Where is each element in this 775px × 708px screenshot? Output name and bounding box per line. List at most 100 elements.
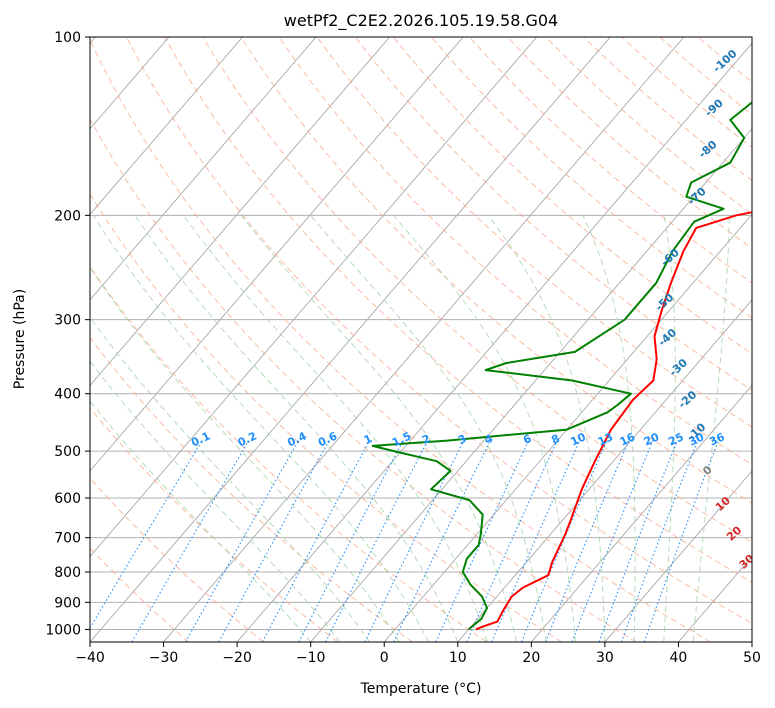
mixing-ratio-label: 8: [549, 432, 561, 447]
x-tick-label: 40: [670, 650, 688, 666]
dry-adiabat-line: [507, 37, 752, 249]
mixing-ratio-label: 1: [362, 432, 374, 447]
dry-adiabat-label: 40: [756, 580, 775, 600]
isotherm-line: [90, 37, 317, 301]
y-tick-label: 700: [54, 531, 81, 547]
y-tick-label: 900: [54, 595, 81, 611]
x-tick-label: −40: [75, 650, 105, 666]
dry-adiabat-line: [90, 477, 264, 642]
grid-layer: [90, 37, 752, 642]
mixing-ratio-line: [131, 440, 250, 642]
mixing-ratio-line: [298, 440, 404, 642]
mixing-ratio-label: 36: [707, 430, 727, 448]
isotherm-line: [604, 470, 752, 642]
moist-adiabat-label: -80: [696, 138, 720, 161]
mixing-ratio-label: 0.2: [236, 429, 259, 449]
y-tick-label: 200: [54, 208, 81, 224]
isotherm-line: [531, 384, 752, 642]
dry-adiabat-line: [90, 118, 637, 642]
dry-adiabat-line: [90, 547, 190, 642]
moist-adiabat-line: [92, 215, 429, 642]
moist-adiabat-line: [582, 215, 636, 642]
isotherm-line: [90, 37, 611, 642]
dry-adiabat-line: [90, 193, 562, 642]
moist-adiabat-label: -100: [710, 47, 739, 75]
isotherm-line: [236, 42, 752, 642]
mixing-ratio-label: 0.6: [316, 429, 339, 449]
mixing-ratio-line: [643, 440, 720, 642]
moist-adiabat-line: [310, 214, 547, 642]
moist-adiabat-line: [240, 214, 518, 642]
moist-adiabat-line: [487, 215, 606, 642]
dry-adiabat-line: [469, 37, 752, 284]
chart-title: wetPf2_C2E2.2026.105.19.58.G04: [284, 11, 558, 31]
mixing-ratio-label: 2: [420, 432, 432, 447]
moist-adiabat-line: [90, 400, 312, 642]
mixing-ratio-label: 30: [687, 430, 707, 448]
dewpoint-curve: [371, 101, 752, 631]
moist-adiabat-line: [90, 266, 400, 642]
moist-adiabat-line: [663, 215, 676, 642]
mixing-ratio-line: [491, 440, 581, 642]
dry-adiabat-line: [316, 37, 752, 428]
y-tick-label: 100: [54, 30, 81, 46]
isotherm-line: [457, 299, 752, 642]
isotherm-line: [751, 641, 752, 642]
dry-adiabat-label: 30: [737, 552, 757, 572]
moist-adiabat-label: -50: [653, 291, 677, 314]
y-tick-label: 300: [54, 313, 81, 329]
isotherm-line: [90, 37, 243, 215]
y-axis-label: Pressure (hPa): [12, 289, 28, 389]
x-tick-label: 30: [596, 650, 614, 666]
temperature-curve: [475, 211, 752, 631]
dry-adiabat-line: [392, 37, 752, 355]
mixing-ratio-label: 0.1: [189, 429, 212, 449]
isotherm-line: [310, 128, 752, 642]
mixing-ratio-label: 25: [666, 430, 685, 448]
y-tick-label: 500: [54, 444, 81, 460]
mixing-ratio-line: [393, 440, 491, 642]
plot-frame: [89, 36, 753, 643]
dry-adiabat-line: [164, 37, 752, 583]
mixing-ratio-line: [520, 440, 608, 642]
mixing-ratio-line: [571, 440, 654, 642]
isotherm-line: [383, 213, 752, 642]
mixing-ratio-label: 10: [569, 430, 589, 448]
x-tick-label: −20: [222, 650, 252, 666]
dry-adiabat-line: [90, 407, 339, 642]
mixing-ratio-label: 0.4: [285, 429, 308, 449]
y-tick-label: 600: [54, 491, 81, 507]
moist-adiabat-label: -90: [702, 96, 726, 119]
mixing-ratio-label: 6: [521, 432, 534, 447]
x-axis-label: Temperature (°C): [360, 681, 482, 697]
dry-adiabat-line: [90, 336, 413, 642]
isotherm-line: [90, 37, 390, 387]
moist-adiabat-line: [692, 215, 730, 642]
dry-adiabat-line: [354, 37, 752, 391]
y-tick-label: 1000: [45, 622, 81, 638]
moist-adiabat-line: [393, 214, 576, 642]
mixing-ratio-label: 16: [618, 430, 638, 448]
dry-adiabat-line: [90, 39, 712, 642]
axis-layer: −40 −30 −20 −10 0 10 20 30 40 5010020030040050060…: [45, 30, 761, 666]
moist-adiabat-line: [90, 360, 341, 642]
x-tick-label: −10: [296, 650, 326, 666]
mixing-ratio-line: [90, 440, 203, 630]
x-tick-label: 20: [522, 650, 540, 666]
isotherm-line: [90, 37, 538, 558]
mixing-ratio-line: [325, 440, 429, 642]
dry-adiabat-line: [202, 37, 752, 543]
mixing-ratio-label: 4: [483, 432, 496, 447]
x-tick-label: 10: [449, 650, 467, 666]
moist-adiabat-line: [183, 215, 488, 642]
curve-layer: [371, 101, 752, 631]
moist-adiabat-label: 0: [700, 463, 715, 478]
mixing-ratio-line: [262, 440, 370, 642]
mixing-ratio-line: [621, 440, 699, 642]
mixing-ratio-line: [435, 440, 530, 642]
x-tick-label: 0: [380, 650, 389, 666]
mixing-ratio-line: [364, 440, 465, 642]
x-tick-label: −30: [149, 650, 179, 666]
x-tick-label: 50: [743, 650, 761, 666]
